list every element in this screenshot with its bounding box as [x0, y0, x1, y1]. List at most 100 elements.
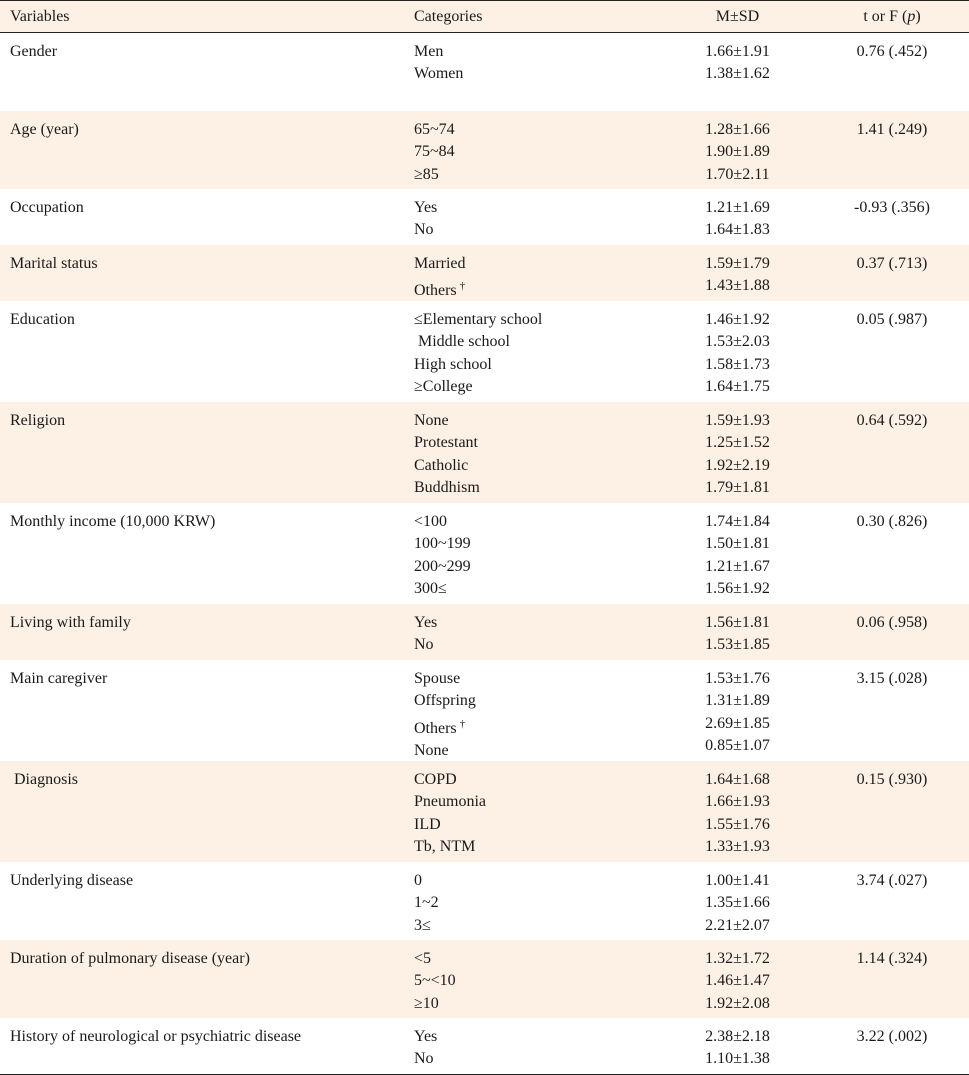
msd-value: 1.56±1.92	[705, 580, 770, 598]
category-line: 100~199	[414, 533, 660, 555]
stat-cell: 0.15 (.930)	[856, 771, 928, 788]
msd-value: 1.33±1.93	[705, 838, 770, 856]
msd-value: 1.38±1.62	[705, 65, 770, 83]
table-row-group: Monthly income (10,000 KRW) <100 100~199 20…	[0, 503, 969, 604]
category-text: Yes	[414, 199, 438, 216]
msd-cell: 1.66±1.91 1.38±1.62	[660, 41, 815, 99]
category-line: No	[414, 219, 660, 241]
category-line: Offspring	[414, 690, 660, 712]
msd-value: 1.56±1.81	[705, 614, 770, 631]
category-line: Spouse	[414, 668, 660, 690]
category-text: Women	[414, 65, 464, 83]
category-line: 75~84	[414, 141, 660, 163]
variable-cell: Living with family	[10, 614, 131, 631]
variable-cell: Underlying disease	[10, 872, 134, 889]
msd-value: 1.79±1.81	[705, 479, 770, 497]
category-text: Married	[414, 255, 466, 272]
msd-cell: 1.32±1.72 1.46±1.47 1.92±2.08	[660, 948, 815, 1012]
categories-cell: Married Others †	[404, 253, 660, 299]
category-text: Pneumonia	[414, 793, 486, 811]
category-text: None	[414, 412, 449, 429]
category-line: Women	[414, 63, 660, 85]
category-text: Buddhism	[414, 479, 480, 497]
categories-cell: 0 1~2 3≤	[404, 870, 660, 934]
category-line: No	[414, 634, 660, 656]
category-line: COPD	[414, 769, 660, 791]
category-line: ≥10	[414, 993, 660, 1015]
msd-value: 1.66±1.93	[705, 793, 770, 811]
table-row-group: Living with family Yes No 1.56±1.81 1.53±1.8…	[0, 604, 969, 660]
category-line: Yes	[414, 1026, 660, 1048]
category-line: Tb, NTM	[414, 836, 660, 858]
msd-value: 1.21±1.67	[705, 557, 770, 575]
variable-cell: Monthly income (10,000 KRW)	[10, 513, 216, 530]
categories-cell: COPD Pneumonia ILD Tb, NTM	[404, 769, 660, 855]
categories-cell: Yes No	[404, 197, 660, 238]
variable-cell: Main caregiver	[10, 670, 108, 687]
header-tf-suffix: )	[915, 7, 921, 25]
category-line: <5	[414, 948, 660, 970]
category-line: Middle school	[414, 331, 660, 353]
category-line: Married	[414, 253, 660, 275]
category-line: Catholic	[414, 455, 660, 477]
categories-cell: <5 5~<10 ≥10	[404, 948, 660, 1012]
msd-value: 1.58±1.73	[705, 355, 770, 373]
categories-cell: None Protestant Catholic Buddhism	[404, 410, 660, 496]
dagger-footnote-mark: †	[459, 280, 466, 293]
msd-value: 2.21±2.07	[705, 916, 770, 934]
variable-cell: Duration of pulmonary disease (year)	[10, 950, 250, 967]
msd-value: 1.46±1.47	[705, 972, 770, 990]
msd-cell: 1.00±1.41 1.35±1.66 2.21±2.07	[660, 870, 815, 934]
msd-value: 1.64±1.75	[705, 378, 770, 396]
category-line: None	[414, 740, 660, 762]
msd-value: 1.35±1.66	[705, 894, 770, 912]
variable-cell: Occupation	[10, 199, 84, 216]
category-text: 300≤	[414, 580, 447, 598]
category-text: Others	[414, 719, 457, 737]
msd-value: 0.85±1.07	[705, 737, 770, 755]
category-text: ILD	[414, 815, 441, 833]
msd-cell: 1.46±1.92 1.53±2.03 1.58±1.73 1.64±1.75	[660, 309, 815, 395]
category-text: 0	[414, 872, 422, 889]
categories-cell: <100 100~199 200~299 300≤	[404, 511, 660, 597]
msd-value: 1.46±1.92	[705, 311, 770, 328]
category-text: Protestant	[414, 434, 478, 452]
msd-value: 1.53±1.76	[705, 670, 770, 687]
table-row-group: Main caregiver Spouse Offspring Others † None…	[0, 660, 969, 761]
category-text: 65~74	[414, 121, 455, 138]
msd-cell: 1.64±1.68 1.66±1.93 1.55±1.76 1.33±1.93	[660, 769, 815, 855]
msd-value: 1.50±1.81	[705, 535, 770, 553]
table-row-group: Underlying disease 0 1~2 3≤ 1.00±1.41 1.35±1.…	[0, 862, 969, 940]
category-line: Yes	[414, 197, 660, 219]
msd-value: 1.55±1.76	[705, 815, 770, 833]
table-row-group: Education ≤Elementary school Middle schoo…	[0, 301, 969, 402]
variable-cell: Age (year)	[10, 121, 79, 138]
category-text: 100~199	[414, 535, 471, 553]
variable-cell: Gender	[10, 43, 58, 60]
categories-cell: Yes No	[404, 612, 660, 653]
header-msd: M±SD	[715, 7, 760, 25]
msd-value: 1.70±2.11	[705, 165, 770, 183]
categories-cell: ≤Elementary school Middle school High sch…	[404, 309, 660, 395]
category-text: Offspring	[414, 692, 476, 710]
msd-cell: 1.28±1.66 1.90±1.89 1.70±2.11	[660, 119, 815, 183]
table-body: Gender Men Women 1.66±1.91 1.38±1.62 0.76 (.4…	[0, 33, 969, 1074]
msd-value: 1.66±1.91	[705, 43, 770, 60]
msd-value: 1.74±1.84	[705, 513, 770, 530]
category-line: No	[414, 1048, 660, 1070]
category-line: None	[414, 410, 660, 432]
variable-cell: History of neurological or psychiatric d…	[10, 1028, 302, 1045]
category-line: 5~<10	[414, 970, 660, 992]
msd-value: 1.21±1.69	[705, 199, 770, 216]
dagger-footnote-mark: †	[459, 717, 466, 730]
category-line: 1~2	[414, 892, 660, 914]
variable-cell: Religion	[10, 412, 66, 429]
category-line: Men	[414, 41, 660, 63]
category-text: No	[414, 221, 434, 239]
category-line: Pneumonia	[414, 791, 660, 813]
table-row-group: Duration of pulmonary disease (year) <5 5~…	[0, 940, 969, 1018]
category-text: Spouse	[414, 670, 461, 687]
header-tf-p: p	[907, 7, 916, 25]
category-line: Others †	[414, 713, 660, 740]
table-row-group: Occupation Yes No 1.21±1.69 1.64±1.83 -0.93 (…	[0, 189, 969, 245]
